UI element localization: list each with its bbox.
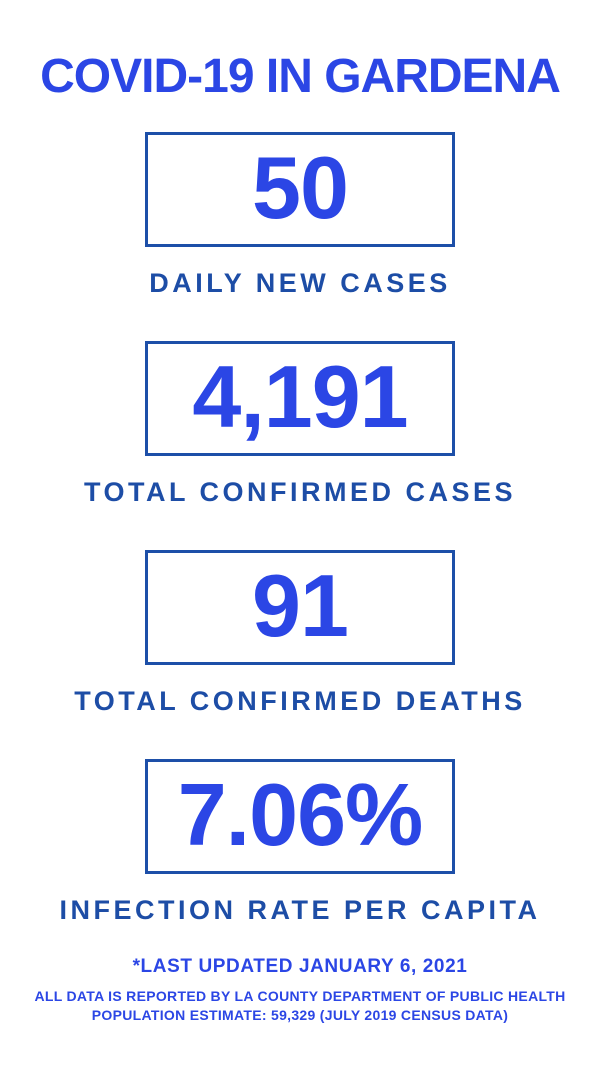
stat-value-total-confirmed-cases: 4,191: [192, 346, 408, 446]
stat-card-total-confirmed-cases: 4,191 TOTAL CONFIRMED CASES: [0, 341, 600, 508]
stat-label-total-confirmed-deaths: TOTAL CONFIRMED DEATHS: [74, 686, 526, 717]
stat-value-total-confirmed-deaths: 91: [252, 555, 349, 655]
stat-label-daily-new-cases: DAILY NEW CASES: [149, 268, 451, 299]
stat-value-infection-rate: 7.06%: [177, 764, 424, 864]
stat-label-total-confirmed-cases: TOTAL CONFIRMED CASES: [83, 477, 516, 508]
stat-box: 50: [145, 132, 455, 248]
footer-last-updated: *LAST UPDATED JANUARY 6, 2021: [132, 956, 468, 978]
footer-population-estimate: POPULATION ESTIMATE: 59,329 (JULY 2019 C…: [91, 1007, 509, 1024]
stat-label-infection-rate: INFECTION RATE PER CAPITA: [59, 895, 541, 926]
stat-box: 7.06%: [145, 759, 455, 875]
stat-card-daily-new-cases: 50 DAILY NEW CASES: [0, 132, 600, 299]
stat-card-infection-rate: 7.06% INFECTION RATE PER CAPITA: [0, 759, 600, 926]
stat-value-daily-new-cases: 50: [252, 137, 349, 237]
stat-box: 91: [145, 550, 455, 666]
footer-data-source: ALL DATA IS REPORTED BY LA COUNTY DEPART…: [34, 988, 566, 1005]
stat-card-total-confirmed-deaths: 91 TOTAL CONFIRMED DEATHS: [0, 550, 600, 717]
stat-box: 4,191: [145, 341, 455, 457]
footer: *LAST UPDATED JANUARY 6, 2021 ALL DATA I…: [0, 956, 600, 1025]
page-title: COVID-19 IN GARDENA: [40, 50, 561, 103]
